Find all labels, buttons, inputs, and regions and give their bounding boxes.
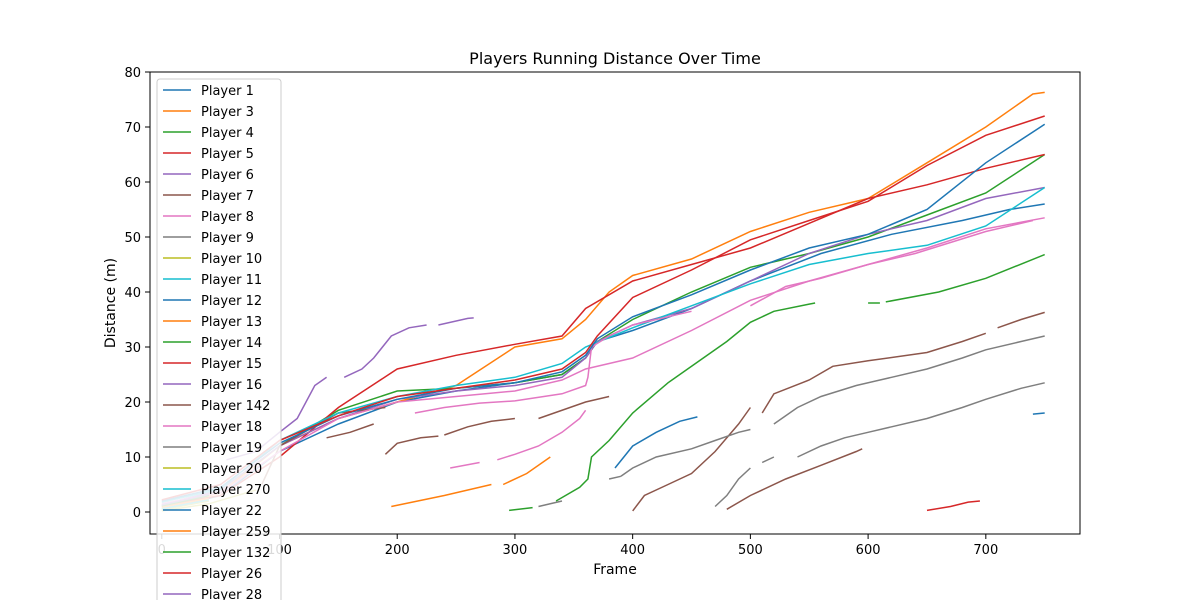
x-tick-label-5: 500 <box>738 543 763 558</box>
y-axis: 0 10 20 30 40 50 60 70 80 <box>124 66 150 521</box>
series-line-7-1 <box>608 475 622 480</box>
x-tick-label-3: 300 <box>503 543 528 558</box>
series-line-16-3 <box>750 219 1034 307</box>
series-line-15-4 <box>761 332 987 414</box>
series-line-7-3 <box>761 456 775 464</box>
series-line-10-1 <box>1032 412 1045 415</box>
series-line-0-0 <box>161 203 1045 511</box>
series-line-17-0 <box>620 428 751 477</box>
series-line-4-0 <box>161 186 1045 506</box>
legend-label-20: Player 22 <box>201 504 262 519</box>
x-axis-label: Frame <box>593 562 637 578</box>
legend-label-18: Player 20 <box>201 462 262 477</box>
legend-label-17: Player 19 <box>201 441 262 456</box>
series-line-10-0 <box>614 416 698 469</box>
series-line-5-1 <box>538 395 610 420</box>
series-line-7-0 <box>538 500 563 508</box>
x-tick-label-6: 600 <box>856 543 881 558</box>
series-line-16-1 <box>450 461 480 469</box>
series-line-17-1 <box>773 335 1045 425</box>
legend-label-3: Player 5 <box>201 147 254 162</box>
x-axis: 0100200300400500600700 <box>158 534 998 558</box>
y-tick-label-7: 70 <box>124 121 141 136</box>
x-tick-label-4: 400 <box>620 543 645 558</box>
series-line-12-0 <box>509 506 533 512</box>
legend-label-13: Player 15 <box>201 357 262 372</box>
legend-label-9: Player 11 <box>201 273 262 288</box>
series-line-12-3 <box>885 253 1045 303</box>
series-line-12-1 <box>555 302 816 502</box>
y-tick-label-5: 50 <box>124 231 141 246</box>
x-tick-label-7: 700 <box>973 543 998 558</box>
legend-label-21: Player 259 <box>201 525 270 540</box>
series-line-6-0 <box>161 217 1045 504</box>
legend-label-6: Player 8 <box>201 210 254 225</box>
series-line-7-4 <box>797 382 1045 458</box>
y-tick-label-3: 30 <box>124 341 141 356</box>
series-line-23-0 <box>161 115 1045 501</box>
y-tick-label-4: 40 <box>124 286 141 301</box>
legend-label-16: Player 18 <box>201 420 262 435</box>
series-line-11-1 <box>502 456 551 486</box>
y-tick-label-0: 0 <box>133 506 141 521</box>
y-tick-label-6: 60 <box>124 176 141 191</box>
series-line-15-2 <box>444 417 515 436</box>
plot-lines <box>161 91 1046 512</box>
legend-label-4: Player 6 <box>201 168 254 183</box>
legend-label-23: Player 26 <box>201 567 262 582</box>
x-tick-label-2: 200 <box>385 543 410 558</box>
legend-label-1: Player 3 <box>201 105 254 120</box>
series-line-16-0 <box>414 310 692 414</box>
legend-label-2: Player 4 <box>201 126 254 141</box>
legend-label-11: Player 13 <box>201 315 262 330</box>
y-tick-label-2: 20 <box>124 396 141 411</box>
series-line-13-0 <box>926 500 980 512</box>
legend-label-22: Player 132 <box>201 546 270 561</box>
legend-label-8: Player 10 <box>201 252 262 267</box>
legend-label-12: Player 14 <box>201 336 262 351</box>
legend-label-14: Player 16 <box>201 378 262 393</box>
series-line-7-2 <box>714 467 751 508</box>
series-line-16-2 <box>497 409 587 461</box>
legend-label-5: Player 7 <box>201 189 254 204</box>
series-line-11-0 <box>391 483 492 508</box>
series-line-15-3 <box>632 407 752 512</box>
series-line-15-5 <box>997 311 1045 329</box>
series-line-15-1 <box>384 435 439 455</box>
series-line-14-2 <box>438 317 474 326</box>
y-tick-label-1: 10 <box>124 451 141 466</box>
series-line-5-2 <box>726 448 863 510</box>
y-axis-label: Distance (m) <box>103 258 119 348</box>
legend-label-10: Player 12 <box>201 294 262 309</box>
legend-label-19: Player 270 <box>201 483 270 498</box>
legend-box <box>156 78 282 600</box>
series-line-14-1 <box>343 324 427 378</box>
legend-label-15: Player 142 <box>201 399 270 414</box>
legend-label-24: Player 28 <box>201 588 262 600</box>
plot-frame <box>149 71 1081 535</box>
legend: Player 1 Player 3 Player 4 Player 5 Player 6… <box>156 78 282 600</box>
chart-title: Players Running Distance Over Time <box>469 49 761 68</box>
y-tick-label-8: 80 <box>124 66 141 81</box>
series-line-9-0 <box>161 186 1046 503</box>
series-line-15-0 <box>326 423 374 439</box>
legend-label-7: Player 9 <box>201 231 254 246</box>
legend-label-0: Player 1 <box>201 84 254 99</box>
